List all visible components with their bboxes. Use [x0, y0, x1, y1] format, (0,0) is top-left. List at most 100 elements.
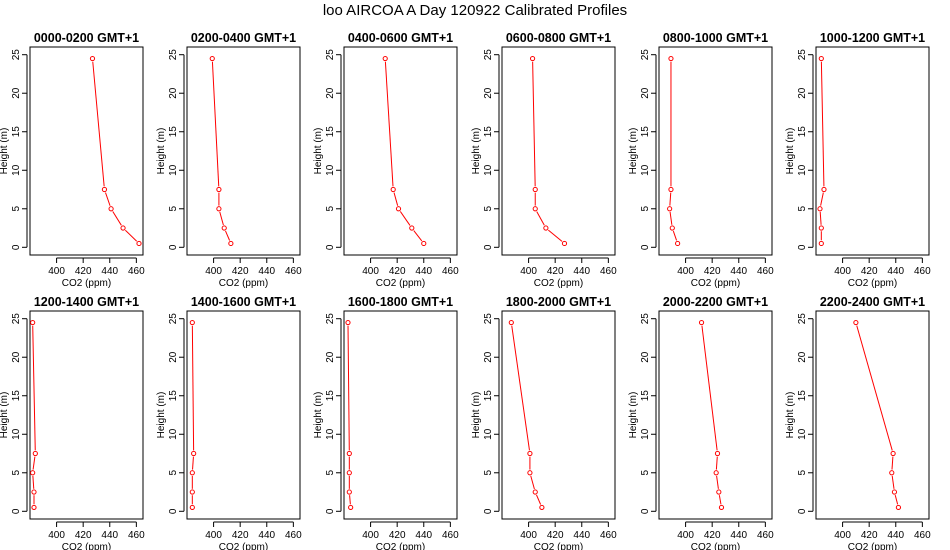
panel-12-y-tick-label: 5	[797, 470, 808, 476]
panel-5-y-tick-label: 20	[640, 87, 651, 99]
panel-3-data-point	[390, 186, 396, 193]
panel-4-profile-line-segment	[536, 211, 545, 226]
panel-11-x-tick-label: 400	[677, 530, 694, 541]
panel-5-title: 0800-1000 GMT+1	[663, 31, 768, 45]
panel-4-y-tick-label: 15	[483, 126, 494, 138]
panel-5-y-axis-label: Height (m)	[628, 128, 639, 175]
panel-6-title: 1000-1200 GMT+1	[820, 31, 925, 45]
panel-9-y-axis-label: Height (m)	[313, 392, 324, 439]
panel-1-x-tick-label: 460	[128, 266, 145, 277]
panel-9-data-point	[346, 489, 352, 495]
panel-6-x-tick-label: 420	[861, 266, 878, 277]
panel-5-data-point	[668, 55, 674, 62]
panel-8-y-tick-label: 20	[168, 351, 179, 363]
panel-4-x-tick-label: 460	[600, 266, 617, 277]
panel-6-data-point	[818, 55, 824, 62]
panel-11-y-tick-label: 5	[640, 470, 651, 476]
panel-8-data-point	[189, 489, 195, 495]
panel-4-x-tick-label: 420	[547, 266, 564, 277]
panel-11-data-point	[718, 504, 725, 511]
panel-10-data-point	[532, 489, 538, 495]
panel-11-y-axis-label: Height (m)	[628, 392, 639, 439]
panel-7-y-tick-label: 0	[11, 508, 22, 514]
panel-4-title: 0600-0800 GMT+1	[506, 31, 611, 45]
panel-12-data-point	[853, 319, 859, 326]
panel-10-profile-line-segment	[530, 475, 535, 490]
panel-4-x-axis-label: CO2 (ppm)	[534, 278, 583, 289]
panel-9-data-point	[348, 504, 354, 511]
panel-1-y-axis-label: Height (m)	[0, 128, 10, 175]
panel-10-data-point	[508, 319, 514, 326]
panel-11-plot-frame	[658, 310, 773, 520]
panel-11-data-point	[714, 450, 721, 457]
panel-9-y-tick-label: 15	[325, 390, 336, 402]
panel-12-y-tick-label: 10	[797, 428, 808, 440]
panel-12-x-axis-label: CO2 (ppm)	[848, 542, 897, 550]
panel-12-title: 2200-2400 GMT+1	[820, 295, 925, 309]
panel-1-x-axis-label: CO2 (ppm)	[62, 278, 111, 289]
panel-9-x-tick-label: 460	[442, 530, 459, 541]
panel-4-data-point	[532, 206, 538, 212]
panel-11-data-point	[698, 319, 705, 326]
panel-1-x-tick-label: 440	[101, 266, 118, 277]
panel-8-y-tick-label: 0	[168, 508, 179, 514]
panel-7-x-tick-label: 460	[128, 530, 145, 541]
panel-4-data-point	[561, 240, 568, 247]
panel-9-profile-line-segment	[347, 325, 350, 451]
panel-3-x-tick-label: 440	[415, 266, 432, 277]
panel-10-profile-line-segment	[536, 494, 542, 505]
panel-8-data-point	[189, 319, 195, 326]
panel-7-x-tick-label: 400	[48, 530, 65, 541]
panel-8-y-tick-label: 5	[168, 470, 179, 476]
panel-6-plot-frame	[815, 46, 930, 256]
panel-9-y-tick-label: 5	[325, 470, 336, 476]
panel-6-y-axis-label: Height (m)	[785, 128, 796, 175]
panel-12-x-tick-label: 460	[914, 530, 931, 541]
panel-8-data-point	[191, 450, 197, 457]
panel-7-x-tick-label: 420	[75, 530, 92, 541]
panel-10-y-tick-label: 25	[483, 313, 494, 325]
panel-4-y-tick-label: 0	[483, 244, 494, 250]
panel-12-data-point	[891, 489, 898, 495]
panel-8-profile-line-segment	[192, 456, 194, 470]
panel-12-data-point	[895, 504, 902, 511]
panel-3-y-tick-label: 0	[325, 244, 336, 250]
panel-6-y-tick-label: 20	[797, 87, 808, 99]
panel-7-x-axis-label: CO2 (ppm)	[62, 542, 111, 550]
panel-12-profile-line-segment	[894, 495, 899, 505]
panel-3-y-tick-label: 20	[325, 87, 336, 99]
panel-8-data-point	[189, 504, 195, 511]
panel-3-x-tick-label: 460	[442, 266, 459, 277]
panel-1-data-point	[89, 55, 96, 62]
panel-1-x-tick-label: 400	[48, 266, 65, 277]
panel-6-profile-line-segment	[820, 192, 824, 206]
panel-6-y-tick-label: 10	[797, 164, 808, 176]
panel-4-y-axis-label: Height (m)	[471, 128, 482, 175]
panel-1-profile-line-segment	[112, 211, 122, 226]
panel-5-y-tick-label: 15	[640, 126, 651, 138]
panel-5-data-point	[667, 206, 673, 212]
panel-7-y-tick-label: 5	[11, 470, 22, 476]
panel-5-y-tick-label: 0	[640, 244, 651, 250]
panel-9-data-point	[345, 319, 351, 326]
panel-6-data-point	[821, 186, 827, 193]
panel-10-x-tick-label: 400	[520, 530, 537, 541]
panel-2-profile-line-segment	[219, 211, 224, 226]
panel-4-profile-line-segment	[548, 229, 563, 242]
panel-10-x-tick-label: 420	[547, 530, 564, 541]
panel-7-x-tick-label: 440	[101, 530, 118, 541]
panel-3-y-axis-label: Height (m)	[313, 128, 324, 175]
panel-12-plot-frame	[815, 310, 930, 520]
panel-3-y-tick-label: 25	[325, 49, 336, 61]
panel-10-title: 1800-2000 GMT+1	[506, 295, 611, 309]
panel-5-data-point	[669, 225, 675, 231]
panel-12-y-tick-label: 25	[797, 313, 808, 325]
panel-1-profile-line-segment	[125, 229, 138, 242]
panel-5-data-point	[668, 186, 674, 193]
panel-2-data-point	[216, 206, 222, 212]
panel-4-profile-line-segment	[532, 61, 536, 187]
panel-3-data-point	[395, 206, 402, 212]
panel-7-data-point	[30, 319, 36, 326]
panel-10-data-point	[527, 470, 533, 476]
